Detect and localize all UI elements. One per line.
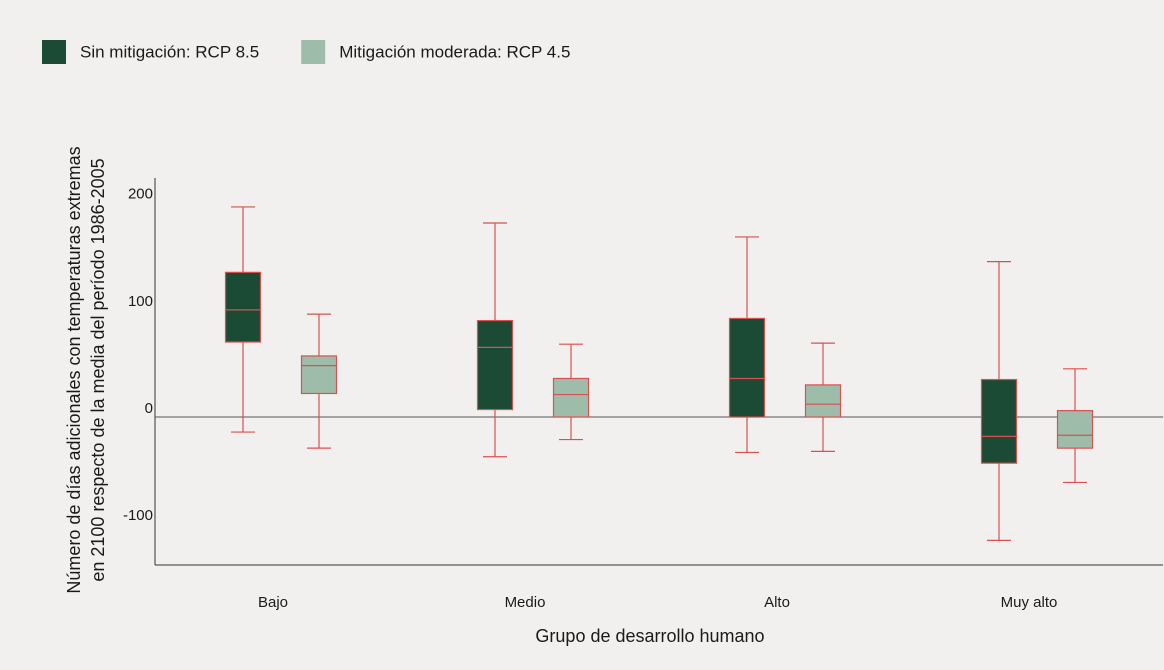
y-tick-label: 100	[128, 293, 153, 310]
box	[476, 319, 514, 411]
legend-label: Sin mitigación: RCP 8.5	[80, 42, 259, 61]
box	[224, 271, 262, 343]
box	[728, 317, 766, 418]
x-tick-label: Medio	[505, 594, 546, 611]
y-tick-label: 0	[145, 400, 153, 417]
y-axis-title: en 2100 respecto de la media del período…	[88, 158, 108, 581]
x-tick-label: Bajo	[258, 594, 288, 611]
box	[552, 377, 590, 418]
box	[804, 384, 842, 418]
box	[980, 378, 1018, 464]
y-axis-title: Número de días adicionales con temperatu…	[64, 146, 84, 593]
legend-swatch	[301, 40, 326, 64]
box	[300, 355, 338, 395]
x-tick-label: Muy alto	[1001, 594, 1058, 611]
y-tick-label: -100	[123, 507, 153, 524]
box	[1056, 410, 1094, 449]
legend-label: Mitigación moderada: RCP 4.5	[339, 42, 570, 61]
x-axis-title: Grupo de desarrollo humano	[535, 626, 764, 646]
x-tick-label: Alto	[764, 594, 790, 611]
y-tick-label: 200	[128, 186, 153, 203]
legend-swatch	[42, 40, 66, 64]
